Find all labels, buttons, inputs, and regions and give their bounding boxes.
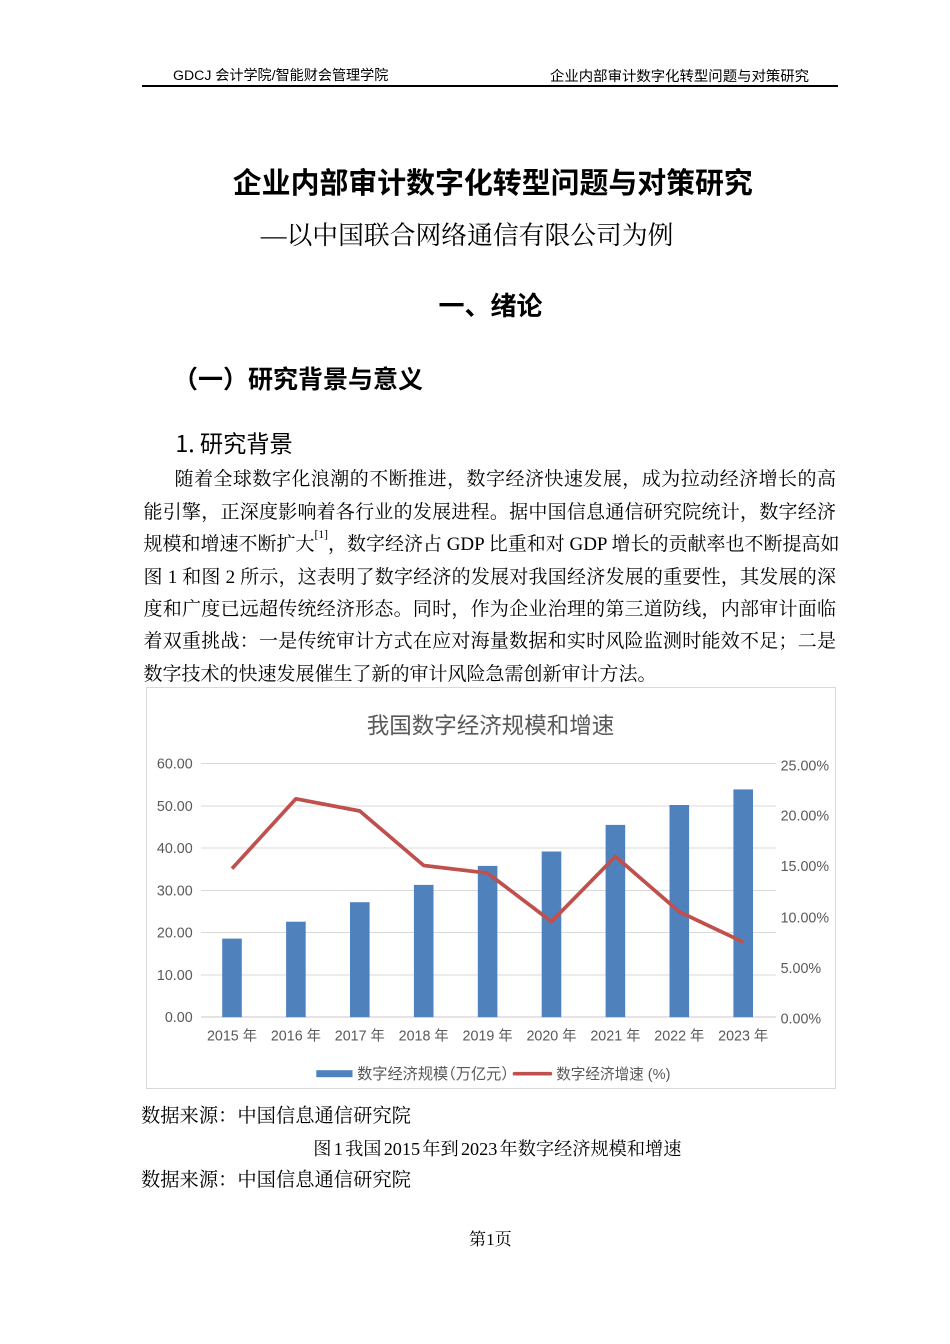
svg-text:20.00: 20.00	[156, 926, 192, 942]
svg-text:60.00: 60.00	[156, 757, 192, 773]
svg-text:2023 年: 2023 年	[718, 1028, 768, 1045]
svg-text:25.00%: 25.00%	[780, 759, 829, 775]
svg-text:2017 年: 2017 年	[334, 1028, 384, 1045]
svg-text:2022 年: 2022 年	[654, 1028, 704, 1045]
svg-text:10.00: 10.00	[156, 968, 192, 984]
svg-text:0.00%: 0.00%	[780, 1012, 821, 1028]
svg-text:2015 年: 2015 年	[206, 1028, 256, 1045]
svg-text:数字经济规模（万亿元）: 数字经济规模（万亿元）	[357, 1067, 509, 1084]
svg-text:30.00: 30.00	[156, 884, 192, 900]
svg-text:40.00: 40.00	[156, 841, 192, 857]
svg-text:15.00%: 15.00%	[780, 859, 829, 875]
svg-text:数字经济增速 (%): 数字经济增速 (%)	[556, 1067, 670, 1084]
svg-text:20.00%: 20.00%	[780, 809, 829, 825]
svg-text:10.00%: 10.00%	[780, 911, 829, 927]
svg-text:2020 年: 2020 年	[526, 1028, 576, 1045]
svg-text:2019 年: 2019 年	[462, 1028, 512, 1045]
svg-text:2021 年: 2021 年	[590, 1028, 640, 1045]
svg-text:5.00%: 5.00%	[780, 961, 821, 977]
svg-text:2016 年: 2016 年	[270, 1028, 320, 1045]
svg-text:2018 年: 2018 年	[398, 1028, 448, 1045]
svg-text:50.00: 50.00	[156, 799, 192, 815]
svg-text:0.00: 0.00	[164, 1011, 192, 1027]
svg-text:我国数字经济规模和增速: 我国数字经济规模和增速	[366, 714, 614, 739]
